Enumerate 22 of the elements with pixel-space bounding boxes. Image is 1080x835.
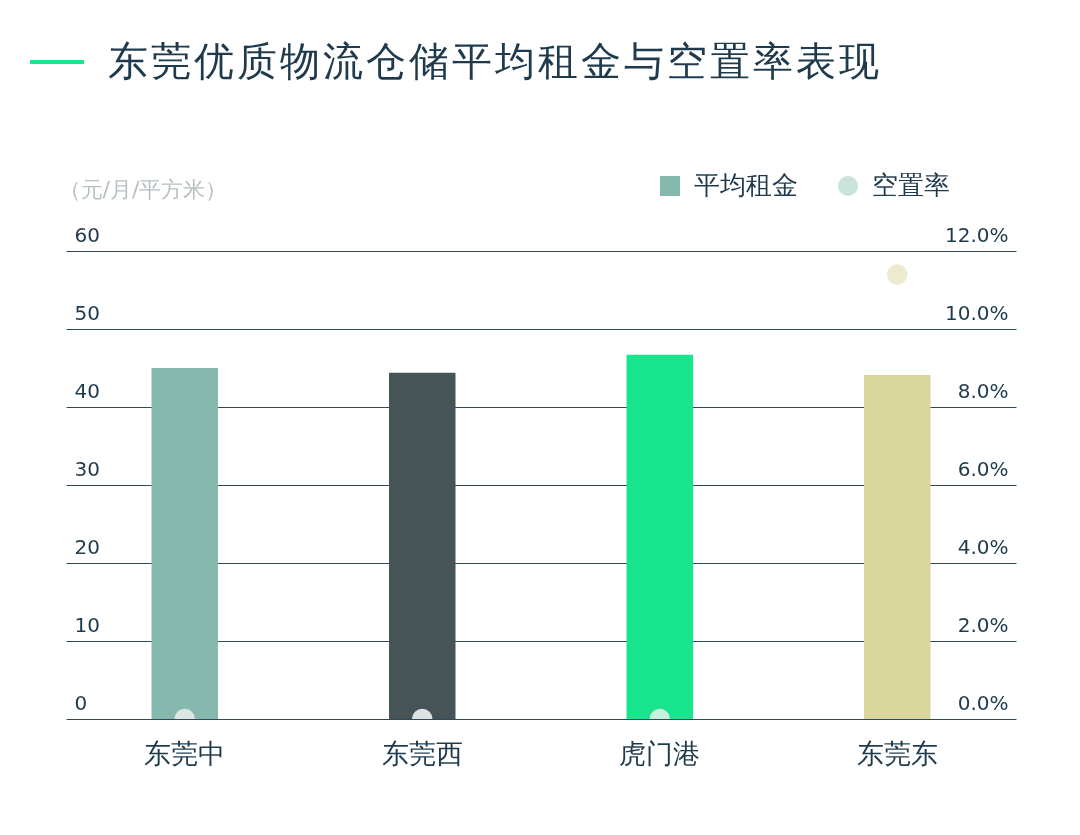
y2-tick-label: 8.0% xyxy=(957,378,1009,403)
legend-label: 空置率 xyxy=(872,169,950,202)
y-tick-label: 50 xyxy=(74,300,100,325)
y-tick-label: 0 xyxy=(74,690,88,715)
x-tick-label: 虎门港 xyxy=(619,737,701,769)
y-tick-label: 10 xyxy=(74,612,100,637)
x-tick-label: 东莞东 xyxy=(856,737,938,769)
y2-tick-label: 10.0% xyxy=(944,300,1009,325)
y-tick-label: 40 xyxy=(74,378,100,403)
y2-tick-label: 12.0% xyxy=(944,222,1009,247)
legend-label: 平均租金 xyxy=(694,169,798,202)
y-axis-title: （元/月/平方米） xyxy=(58,176,228,202)
y2-tick-label: 6.0% xyxy=(957,456,1009,481)
y2-tick-label: 4.0% xyxy=(957,534,1009,559)
y-tick-label: 30 xyxy=(74,456,100,481)
chart-title: 东莞优质物流仓储平均租金与空置率表现 xyxy=(108,37,882,86)
y-tick-label: 60 xyxy=(74,222,100,247)
y2-tick-label: 0.0% xyxy=(957,690,1009,715)
x-tick-label: 东莞中 xyxy=(144,737,226,769)
y-tick-label: 20 xyxy=(74,534,100,559)
y2-tick-label: 2.0% xyxy=(957,612,1009,637)
x-tick-label: 东莞西 xyxy=(381,737,463,769)
